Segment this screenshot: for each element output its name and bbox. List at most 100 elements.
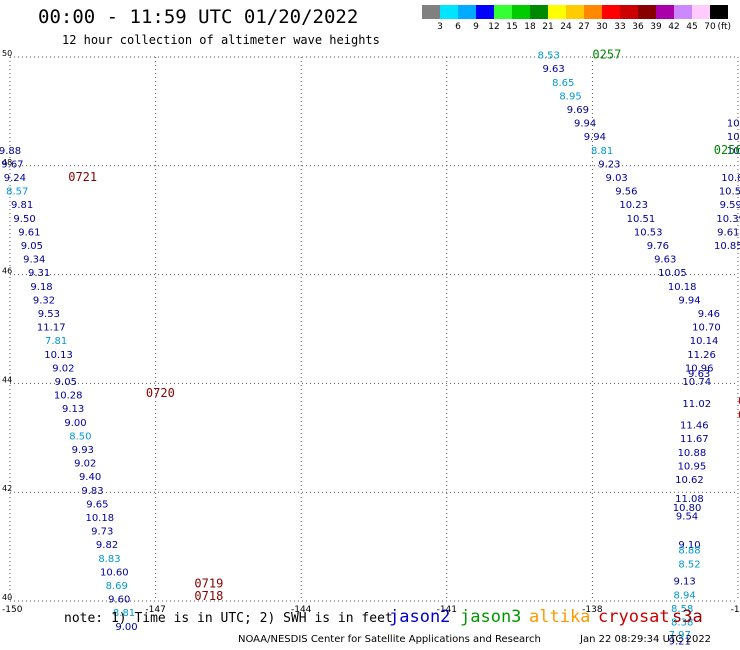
data-point-0-35: 9.00 <box>115 622 137 633</box>
data-point-1-10: 9.56 <box>615 187 637 198</box>
data-point-4-13: 10.85 <box>714 241 740 252</box>
data-point-2-8: 11.46 <box>680 421 709 432</box>
pass-label-7: 05 <box>738 408 740 422</box>
data-point-2-9: 11.67 <box>680 434 709 445</box>
colorbar-swatch-9 <box>584 5 602 19</box>
data-point-1-18: 9.94 <box>678 295 700 306</box>
colorbar-label-0: 3 <box>437 22 443 32</box>
data-point-0-1: 9.67 <box>1 159 23 170</box>
colorbar-swatch-12 <box>638 5 656 19</box>
data-point-0-22: 9.93 <box>72 445 94 456</box>
colorbar-swatch-8 <box>566 5 584 19</box>
data-point-0-30: 8.83 <box>98 554 120 565</box>
colorbar-label-15: 70 <box>704 22 716 32</box>
data-point-2-7: 11.02 <box>682 399 711 410</box>
data-point-1-16: 10.05 <box>658 268 687 279</box>
colorbar-label-10: 33 <box>614 22 625 32</box>
data-point-4-11: 10.39 <box>716 214 740 225</box>
data-point-1-2: 8.65 <box>552 78 574 89</box>
x-tick-label-1: -147 <box>145 605 165 615</box>
colorbar-label-11: 36 <box>632 22 644 32</box>
data-point-1-4: 9.69 <box>567 105 589 116</box>
data-point-0-26: 9.65 <box>86 499 108 510</box>
data-point-3-6: 8.38 <box>671 617 693 628</box>
data-point-3-8: 9.21 <box>669 637 691 648</box>
colorbar-swatch-10 <box>602 5 620 19</box>
pass-label-1: 0721 <box>68 170 97 184</box>
colorbar-swatch-16 <box>710 5 728 19</box>
colorbar-label-7: 24 <box>560 22 572 32</box>
data-point-0-8: 9.34 <box>23 255 45 266</box>
data-point-2-14: 10.80 <box>673 503 702 514</box>
note-text: note: 1) Time is in UTC; 2) SWH is in fe… <box>64 611 393 626</box>
y-tick-label-4: 48 <box>2 158 12 167</box>
legend-altika: altika <box>529 607 591 627</box>
colorbar-swatch-6 <box>530 5 548 19</box>
data-point-4-12: 9.61 <box>717 227 739 238</box>
data-point-1-9: 9.03 <box>606 173 628 184</box>
data-point-3-4: 8.94 <box>673 590 695 601</box>
data-point-2-12: 10.62 <box>675 475 704 486</box>
legend-jason2: jason2 <box>389 607 451 627</box>
data-point-1-1: 9.63 <box>542 64 564 75</box>
y-tick-label-1: 42 <box>2 484 12 493</box>
data-point-0-34: 8.81 <box>113 608 135 619</box>
data-point-4-9: 10.55 <box>719 187 740 198</box>
pass-label-6: 05 <box>738 394 740 408</box>
data-point-2-15: 9.54 <box>676 511 698 522</box>
data-point-4-7: 10.2 <box>727 146 740 157</box>
data-point-0-5: 9.50 <box>13 214 35 225</box>
colorbar-label-12: 39 <box>650 22 662 32</box>
data-point-0-17: 9.05 <box>55 377 77 388</box>
colorbar-label-9: 30 <box>596 22 608 32</box>
data-point-2-6: 10.74 <box>682 377 711 388</box>
pass-label-4: 0718 <box>194 589 223 603</box>
data-point-0-9: 9.31 <box>28 268 50 279</box>
y-tick-label-2: 44 <box>2 375 12 384</box>
colorbar-swatch-13 <box>656 5 674 19</box>
color-legend: 3 6 9 12 15 18 21 24 27 30 33 36 39 42 45 70 (ft) <box>422 5 731 32</box>
data-point-0-10: 9.18 <box>30 282 52 293</box>
data-point-3-0: 9.10 <box>678 540 700 551</box>
data-point-0-23: 9.02 <box>74 459 96 470</box>
data-point-2-3: 11.26 <box>687 350 716 361</box>
data-point-1-14: 9.76 <box>647 241 669 252</box>
x-tick-label-4: -138 <box>582 605 603 615</box>
data-point-3-2: 8.52 <box>678 559 700 570</box>
data-point-1-8: 9.23 <box>598 159 620 170</box>
pass-label-5: 0256 <box>714 143 740 157</box>
data-point-0-15: 10.13 <box>44 350 73 361</box>
colorbar-label-14: 45 <box>686 22 697 32</box>
data-point-4-10: 9.59 <box>720 200 740 211</box>
data-point-1-13: 10.53 <box>634 227 663 238</box>
colorbar-swatch-4 <box>494 5 512 19</box>
data-points: 9.88 9.67 9.24 8.57 9.81 9.50 9.61 9.05 9.34 9.31… <box>0 51 740 650</box>
colorbar-label-3: 12 <box>488 22 499 32</box>
data-point-0-33: 9.60 <box>108 595 130 606</box>
data-point-2-2: 10.14 <box>690 336 719 347</box>
data-point-0-3: 8.57 <box>6 187 28 198</box>
data-point-0-31: 10.60 <box>100 567 129 578</box>
data-point-2-10: 10.88 <box>678 448 707 459</box>
data-point-0-12: 9.53 <box>38 309 60 320</box>
data-point-2-13: 11.08 <box>675 494 704 505</box>
data-point-1-12: 10.51 <box>627 214 656 225</box>
data-point-0-24: 9.40 <box>79 472 101 483</box>
data-point-0-29: 9.82 <box>96 540 118 551</box>
colorbar-swatch-0 <box>422 5 440 19</box>
colorbar-label-4: 15 <box>506 22 517 32</box>
data-point-0-19: 9.13 <box>62 404 84 415</box>
pass-label-0: 0257 <box>592 48 621 62</box>
data-point-1-0: 8.53 <box>538 51 560 62</box>
data-point-1-6: 9.94 <box>584 132 606 143</box>
data-point-1-5: 9.94 <box>574 119 596 130</box>
data-point-0-0: 9.88 <box>0 146 21 157</box>
data-point-3-5: 8.58 <box>671 604 693 615</box>
data-point-4-8: 10.82 <box>721 173 740 184</box>
data-point-4-5: 10.7 <box>727 119 740 130</box>
data-point-2-4: 10.96 <box>685 363 714 374</box>
data-point-0-13: 11.17 <box>37 323 66 334</box>
y-tick-label-0: 40 <box>2 593 12 602</box>
footer-timestamp: Jan 22 08:29:34 UTC 2022 <box>580 634 712 645</box>
gridlines <box>9 56 739 602</box>
